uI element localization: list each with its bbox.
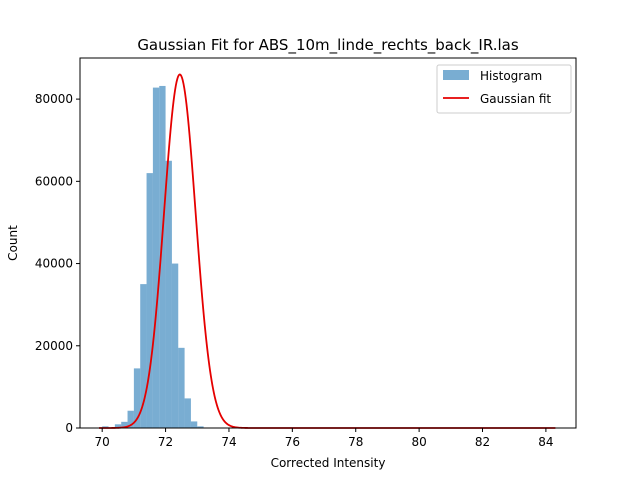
histogram-bar-4	[133, 368, 141, 428]
x-tick-label-78: 78	[348, 435, 363, 449]
histogram-bar-14	[197, 426, 204, 428]
histogram-bar-2	[121, 421, 128, 428]
legend-histogram-label: Histogram	[480, 69, 542, 83]
histogram-bar-13	[190, 421, 198, 428]
x-axis: 70 72 74 76 78 80 82 84	[95, 428, 554, 449]
histogram-bar-9	[165, 160, 172, 428]
x-tick-label-84: 84	[538, 435, 553, 449]
histogram-bar-6	[146, 173, 153, 428]
y-tick-label-60000: 60000	[35, 174, 73, 188]
histogram-bar-8	[159, 85, 166, 428]
legend: Histogram Gaussian fit	[436, 64, 572, 114]
x-tick-label-80: 80	[411, 435, 426, 449]
x-axis-label: Corrected Intensity	[271, 456, 386, 470]
y-tick-label-80000: 80000	[35, 92, 73, 106]
legend-gaussian-fit-label: Gaussian fit	[480, 92, 551, 106]
x-tick-label-76: 76	[285, 435, 300, 449]
y-tick-label-40000: 40000	[35, 257, 73, 271]
legend-box	[436, 64, 572, 114]
y-tick-label-0: 0	[65, 421, 73, 435]
histogram-bar-1	[114, 424, 122, 428]
legend-histogram-swatch	[443, 70, 469, 80]
axes-frame	[79, 57, 577, 429]
chart-title: Gaussian Fit for ABS_10m_linde_rechts_ba…	[137, 36, 519, 55]
histogram-bar-11	[178, 347, 185, 428]
x-tick-label-82: 82	[475, 435, 490, 449]
y-tick-label-20000: 20000	[35, 339, 73, 353]
y-axis-label: Count	[6, 225, 20, 261]
x-tick-label-72: 72	[158, 435, 173, 449]
histogram-bar-3	[127, 410, 134, 428]
histogram-bar-5	[140, 284, 147, 428]
histogram-bar-7	[152, 87, 160, 428]
x-tick-label-70: 70	[95, 435, 110, 449]
y-axis: 0 20000 40000 60000 80000	[35, 92, 80, 435]
histogram-bar-12	[184, 398, 191, 428]
x-tick-label-74: 74	[221, 435, 236, 449]
histogram-bar-10	[171, 263, 179, 428]
